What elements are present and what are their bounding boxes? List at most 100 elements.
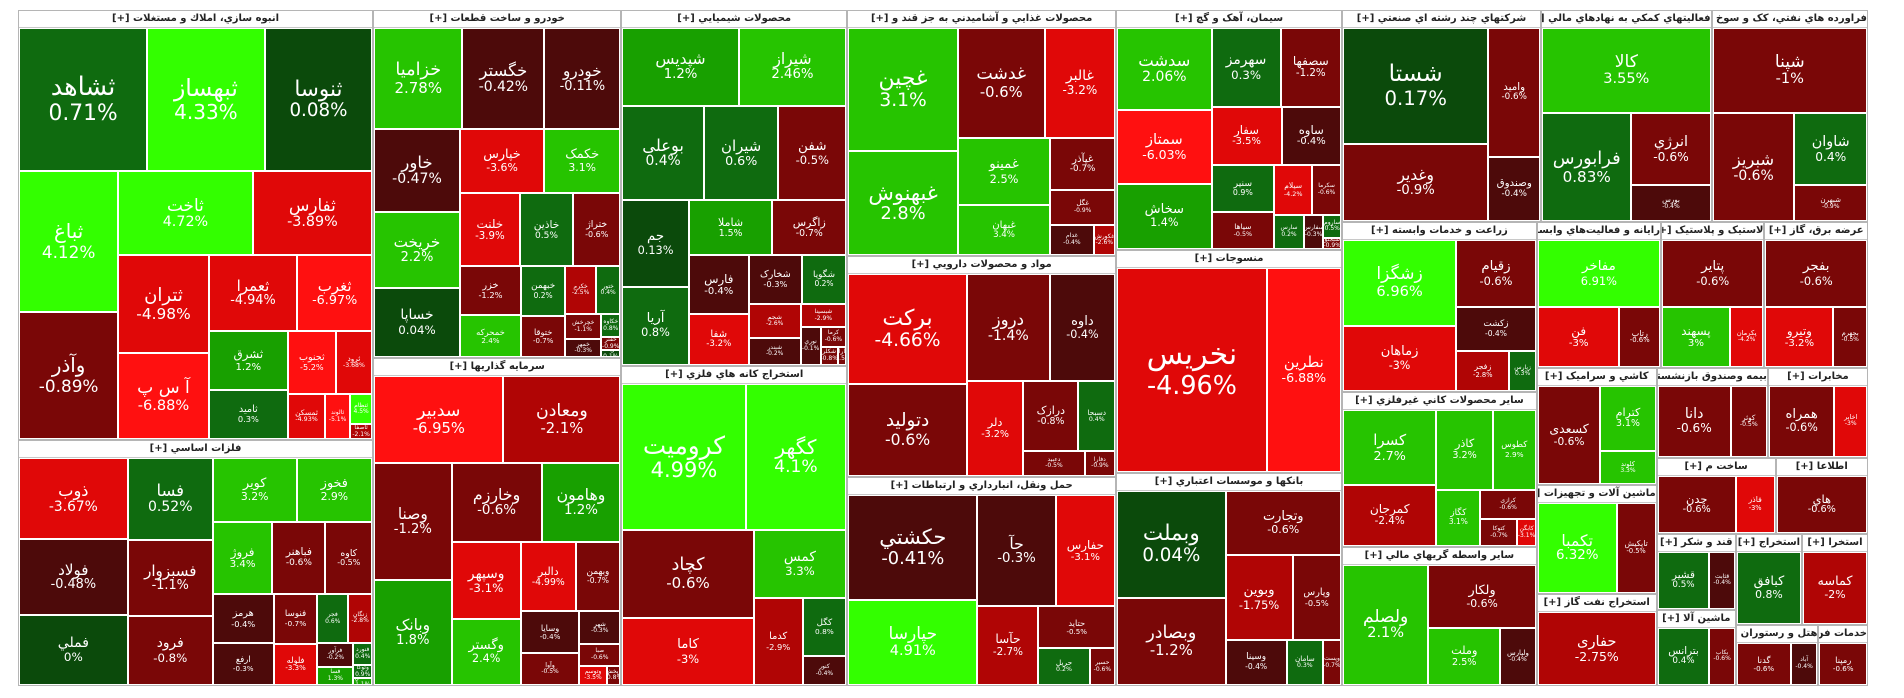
stock-tile[interactable]: ثجنوب -5.2% [287,330,336,395]
sector-title[interactable]: ساير واسطه گريهاي مالي [+] [1342,547,1536,565]
stock-tile[interactable]: وامید -0.6% [1488,28,1540,157]
stock-tile[interactable]: شیران 0.6% [703,106,779,201]
stock-tile[interactable]: بورس -0.4% [1631,185,1711,221]
stock-tile[interactable]: حفارس -3.1% [1055,494,1116,607]
stock-tile[interactable]: کاذر 3.2% [1436,410,1493,490]
stock-tile[interactable]: شبندر -0.2% [748,337,801,365]
sector-title[interactable]: ماشين آلات و تجهيزات [+] [1537,485,1656,503]
stock-tile[interactable]: خاذین 0.5% [519,193,574,267]
stock-tile[interactable]: شپنا -1% [1712,28,1867,114]
stock-tile[interactable]: وگستر 2.4% [451,619,521,685]
stock-tile[interactable]: کگل 0.8% [802,598,847,657]
stock-tile[interactable]: غکورش -2.6% [1093,224,1116,256]
sector-title[interactable]: سيمان، آهک و گچ [+] [1117,11,1341,28]
sector-title[interactable]: لاستيک و پلاستيک [+] [1661,222,1764,240]
stock-tile[interactable]: وخارزم -0.6% [451,462,542,543]
stock-tile[interactable]: ثامید 0.3% [208,390,288,439]
stock-tile[interactable]: فخاس1.1% [353,678,373,685]
stock-tile[interactable]: شکلر -0.8% [820,347,838,365]
sector-title[interactable]: هتل و رستوران [+] [1736,626,1818,644]
stock-tile[interactable]: وهامون 1.2% [541,462,621,543]
stock-tile[interactable]: وبصادر -1.2% [1117,597,1226,685]
sector-title[interactable]: حمل ونقل، انبارداري و ارتباطات [+] [848,477,1116,495]
stock-tile[interactable]: فروژ 3.4% [212,521,273,595]
stock-tile[interactable]: ختوقا -0.7% [521,315,566,358]
stock-tile[interactable]: قشیر 0.5% [1657,551,1710,609]
stock-tile[interactable]: غگل -0.9% [1050,190,1116,225]
stock-tile[interactable]: شیراز 2.46% [738,28,847,107]
stock-tile[interactable]: خودرو -0.11% [544,28,621,130]
stock-tile[interactable]: کترام 3.1% [1600,385,1656,452]
stock-tile[interactable]: آباد -0.4% [1790,643,1818,685]
stock-tile[interactable]: ولپارس -0.4% [1500,628,1536,685]
stock-tile[interactable]: حآسا -2.7% [977,606,1039,685]
sector-title[interactable]: مخابرات [+] [1768,368,1867,386]
stock-tile[interactable]: ختراژ -0.6% [573,193,621,267]
stock-tile[interactable]: غچین 3.1% [848,28,958,152]
stock-tile[interactable]: شهر -0.3% [579,611,621,644]
stock-tile[interactable]: خچرخش -1.1% [565,314,602,340]
stock-tile[interactable]: سارس 0.2% [1274,214,1304,250]
stock-tile[interactable]: ساروم 0.5% [1323,214,1341,238]
stock-tile[interactable]: ثتران -4.98% [118,255,209,354]
stock-tile[interactable]: مفاخر 6.91% [1537,239,1660,308]
stock-tile[interactable]: وتیرو -3.2% [1765,307,1834,367]
stock-tile[interactable]: خپارس -3.6% [459,129,545,194]
stock-tile[interactable]: چدن -0.6% [1657,475,1736,533]
stock-tile[interactable]: شخارک -0.3% [748,255,802,304]
stock-tile[interactable]: سیاها -0.5% [1211,211,1275,250]
stock-tile[interactable]: پکرمان -4.2% [1729,307,1764,367]
stock-tile[interactable]: فولاد -0.48% [19,539,128,615]
stock-tile[interactable]: شجم -2.6% [748,303,801,338]
stock-tile[interactable]: نوري -0.1% [800,327,821,365]
stock-tile[interactable]: خکمک 3.1% [544,129,621,194]
stock-tile[interactable]: خکرم -2.5% [565,266,596,315]
stock-tile[interactable]: خزامیا 2.78% [374,28,463,130]
stock-tile[interactable]: شستا 0.17% [1342,28,1489,144]
stock-tile[interactable]: حپارسا 4.91% [848,599,978,685]
stock-tile[interactable]: حکشتي -0.41% [848,494,978,600]
stock-tile[interactable]: سدبیر -6.95% [374,376,504,463]
stock-tile[interactable]: خریخت 2.2% [374,211,460,288]
stock-tile[interactable]: سمتاز -6.03% [1117,110,1212,184]
stock-tile[interactable]: دانا -0.6% [1657,385,1731,457]
stock-tile[interactable]: ارفع -0.3% [212,643,274,685]
stock-tile[interactable]: تکمبا 6.32% [1537,502,1617,593]
stock-tile[interactable]: زکشت -0.4% [1456,306,1536,352]
stock-tile[interactable]: خفنر -0.9% [601,337,621,351]
stock-tile[interactable]: سصفها -1.2% [1280,28,1341,107]
stock-tile[interactable]: ذوب -3.67% [19,457,128,540]
stock-tile[interactable]: وغدير -0.9% [1342,143,1489,221]
stock-tile[interactable]: زپارس 0.3% [1509,351,1536,392]
sector-title[interactable]: فعاليتهاي کمکي به نهادهاي مالي [+] [1542,11,1711,28]
stock-tile[interactable]: کطوس 2.9% [1492,410,1536,490]
stock-tile[interactable]: هرمز -0.4% [212,594,274,644]
sector-title[interactable]: مواد و محصولات دارويي [+] [848,257,1116,275]
stock-tile[interactable]: کاوه -0.5% [325,521,373,595]
stock-tile[interactable]: فلوله -3.3% [273,643,318,685]
stock-tile[interactable]: وپارس -0.5% [1292,555,1341,641]
stock-tile[interactable]: فاذر -3% [1735,475,1775,533]
stock-tile[interactable]: خساپا 0.04% [374,287,460,358]
stock-tile[interactable]: کرومیت 4.99% [622,383,746,530]
sector-title[interactable]: ساير محصولات کاني غيرفلزي [+] [1342,393,1536,411]
stock-tile[interactable]: دفارا -0.9% [1084,451,1116,476]
stock-tile[interactable]: فسا 0.52% [127,457,213,541]
stock-tile[interactable]: ثنوسا 0.08% [264,28,373,172]
stock-tile[interactable]: فارس -0.4% [688,255,749,315]
stock-tile[interactable]: ثشرق 1.2% [208,330,288,391]
stock-tile[interactable]: وسينا -0.4% [1225,640,1287,685]
stock-tile[interactable]: غدشت -0.6% [957,28,1045,139]
stock-tile[interactable]: کرما -0.6% [820,327,847,348]
sector-title[interactable]: قند و شکر [+] [1657,534,1735,552]
stock-tile[interactable]: شبریز -0.6% [1712,113,1795,221]
stock-tile[interactable]: غبهان 3.4% [957,204,1051,256]
stock-tile[interactable]: بترانس 0.4% [1657,627,1710,685]
stock-tile[interactable]: فباهنر -0.6% [272,521,326,595]
stock-tile[interactable]: هاي -0.6% [1776,475,1867,533]
stock-tile[interactable]: دالبر -4.99% [520,542,576,612]
stock-tile[interactable]: شگویا 0.2% [801,255,847,304]
stock-tile[interactable]: قثابت -0.4% [1709,551,1735,609]
sector-title[interactable]: کاشي و سراميک [+] [1537,368,1656,386]
stock-tile[interactable]: کالا 3.55% [1542,28,1711,114]
